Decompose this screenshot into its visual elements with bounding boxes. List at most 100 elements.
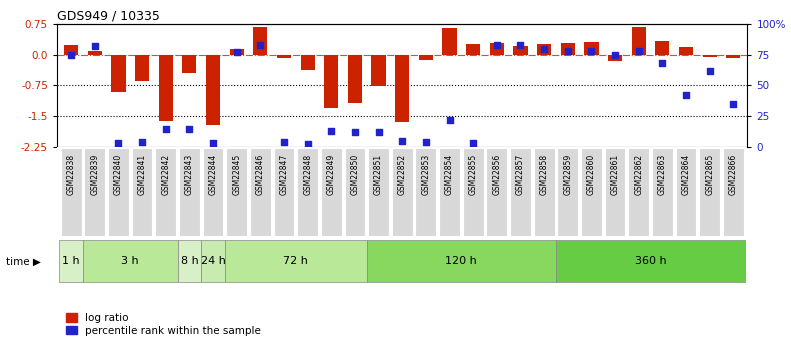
Point [419,139,432,145]
Bar [229,49,244,55]
Bar [608,55,623,61]
Text: GSM22849: GSM22849 [327,154,335,195]
Bar [368,148,389,236]
Point [609,52,622,58]
Bar [131,148,153,236]
Text: GSM22848: GSM22848 [303,154,312,195]
Text: 8 h: 8 h [180,256,199,266]
Bar [679,47,693,55]
Point [490,42,503,48]
Bar [726,55,740,58]
Bar [108,148,129,236]
Bar [466,44,480,55]
Bar [321,148,342,236]
Bar [676,148,696,236]
Text: GSM22841: GSM22841 [138,154,146,195]
Text: GSM22847: GSM22847 [279,154,289,195]
Bar [250,148,271,236]
Text: GSM22859: GSM22859 [563,154,572,195]
Bar [510,148,531,236]
Bar [206,55,220,125]
Text: 120 h: 120 h [445,256,477,266]
Bar [442,28,456,55]
Bar [702,55,717,57]
Bar [201,240,225,282]
Bar [88,51,102,55]
Text: GSM22846: GSM22846 [255,154,265,195]
Point [112,140,125,146]
Text: GSM22866: GSM22866 [729,154,738,195]
Bar [85,148,105,236]
Point [89,43,101,49]
Bar [372,55,386,86]
Bar [585,42,599,55]
Bar [463,148,483,236]
Bar [345,148,365,236]
Bar [64,45,78,55]
Bar [277,55,291,58]
Bar [392,148,413,236]
Point [703,68,716,73]
Bar [581,148,602,236]
Point [443,117,456,122]
Bar [253,27,267,55]
Bar [723,148,744,236]
Text: GSM22844: GSM22844 [209,154,218,195]
Bar [513,46,528,55]
Point [206,140,219,146]
Text: GSM22838: GSM22838 [66,154,76,195]
Point [183,127,195,132]
Bar [61,148,81,236]
Bar [534,148,554,236]
Bar [182,55,196,73]
Bar [59,240,83,282]
Bar [561,42,575,55]
Text: GSM22842: GSM22842 [161,154,170,195]
Point [656,61,668,66]
Bar [177,240,201,282]
Text: GSM22843: GSM22843 [185,154,194,195]
Bar [418,55,433,60]
Text: 1 h: 1 h [62,256,80,266]
Point [349,129,361,135]
Bar [83,240,177,282]
Text: GSM22854: GSM22854 [445,154,454,195]
Bar [225,240,367,282]
Bar [348,55,362,102]
Point [373,129,385,135]
Text: GSM22839: GSM22839 [90,154,100,195]
Point [632,48,645,54]
Bar [439,148,460,236]
Text: GDS949 / 10335: GDS949 / 10335 [57,10,160,23]
Point [679,92,692,98]
Bar [537,44,551,55]
Text: GSM22860: GSM22860 [587,154,596,195]
Text: GSM22850: GSM22850 [350,154,359,195]
Text: GSM22852: GSM22852 [398,154,407,195]
Text: 72 h: 72 h [283,256,308,266]
Point [325,128,338,134]
Text: GSM22840: GSM22840 [114,154,123,195]
Point [65,52,78,58]
Text: 360 h: 360 h [634,256,666,266]
Bar [490,43,504,55]
Text: GSM22856: GSM22856 [492,154,501,195]
Bar [274,148,294,236]
Point [538,46,551,51]
Text: GSM22862: GSM22862 [634,154,643,195]
Point [301,141,314,147]
Point [160,127,172,132]
Bar [396,55,409,122]
Text: time ▶: time ▶ [6,256,40,266]
Text: GSM22845: GSM22845 [233,154,241,195]
Bar [604,148,626,236]
Legend: log ratio, percentile rank within the sample: log ratio, percentile rank within the sa… [62,309,265,340]
Bar [556,240,745,282]
Bar [155,148,176,236]
Point [727,101,740,107]
Point [136,139,149,145]
Bar [202,148,223,236]
Text: GSM22855: GSM22855 [469,154,478,195]
Bar [179,148,200,236]
Text: GSM22857: GSM22857 [516,154,525,195]
